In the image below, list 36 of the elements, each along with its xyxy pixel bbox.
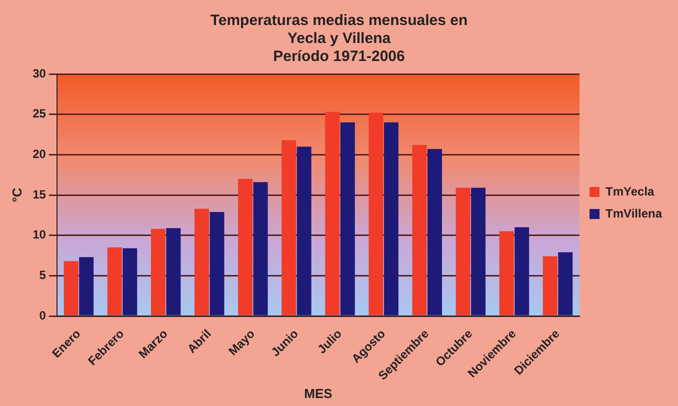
y-axis-title: °C bbox=[9, 187, 24, 202]
bar bbox=[499, 231, 514, 316]
bar bbox=[166, 228, 181, 316]
bar bbox=[122, 248, 138, 316]
bar bbox=[238, 178, 253, 316]
bar bbox=[471, 188, 486, 316]
y-tick-label: 5 bbox=[39, 268, 46, 282]
bar bbox=[558, 252, 573, 316]
y-tick-label: 0 bbox=[39, 308, 46, 322]
bar bbox=[368, 112, 384, 316]
legend-label: TmVillena bbox=[606, 206, 662, 220]
y-tick-label: 30 bbox=[32, 66, 46, 80]
y-tick-label: 25 bbox=[32, 106, 46, 121]
bar bbox=[194, 208, 209, 316]
bar bbox=[542, 256, 558, 316]
bar bbox=[514, 227, 530, 316]
bar bbox=[412, 144, 427, 316]
bar bbox=[456, 188, 470, 316]
y-tick-label: 20 bbox=[32, 146, 46, 161]
chart-title: Temperaturas medias mensuales en Yecla y Villena Período 1971-2006 bbox=[210, 12, 468, 66]
bar bbox=[325, 112, 340, 316]
bar bbox=[210, 212, 224, 316]
bar bbox=[282, 140, 296, 316]
bar bbox=[253, 182, 268, 316]
bar bbox=[340, 122, 355, 316]
legend-label: TmYecla bbox=[606, 184, 655, 198]
bar bbox=[107, 247, 122, 316]
bar bbox=[427, 149, 442, 316]
y-tick-label: 15 bbox=[32, 187, 46, 202]
y-tick-label: 10 bbox=[32, 228, 46, 242]
x-axis-title: MES bbox=[304, 386, 333, 401]
bar bbox=[79, 257, 94, 316]
bar bbox=[150, 228, 166, 316]
bar bbox=[64, 261, 78, 316]
bar bbox=[296, 146, 312, 316]
bar bbox=[384, 122, 398, 316]
